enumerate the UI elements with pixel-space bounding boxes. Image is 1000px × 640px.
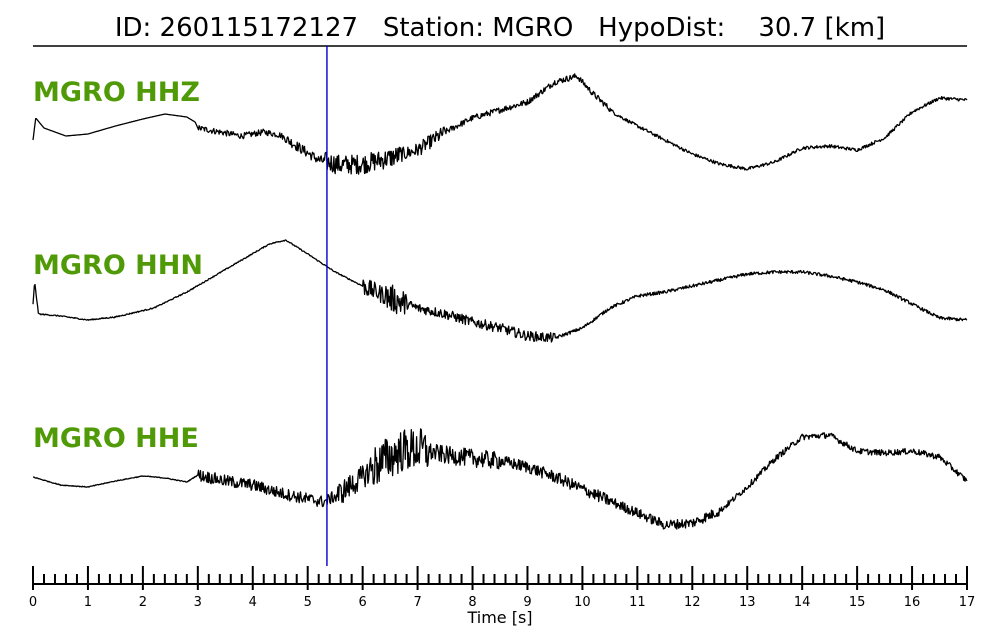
tick-label: 0 [29, 595, 37, 610]
tick-label: 14 [794, 595, 811, 610]
tick-label: 12 [684, 595, 701, 610]
traces-group [32, 73, 968, 530]
tick-label: 16 [904, 595, 921, 610]
trace-label-hhz: MGRO HHZ [33, 77, 200, 108]
tick-label: 6 [359, 595, 367, 610]
tick-label: 5 [304, 595, 312, 610]
tick-label: 13 [739, 595, 756, 610]
trace-label-hhn: MGRO HHN [33, 250, 203, 281]
tick-label: 17 [959, 595, 976, 610]
trace-label-hhe: MGRO HHE [33, 423, 199, 454]
tick-label: 15 [849, 595, 866, 610]
tick-label: 3 [194, 595, 202, 610]
tick-label: 4 [249, 595, 257, 610]
tick-label: 1 [84, 595, 92, 610]
x-axis-label: Time [s] [466, 608, 532, 627]
tick-label: 10 [574, 595, 591, 610]
tick-label: 11 [629, 595, 646, 610]
tick-label: 2 [139, 595, 147, 610]
tick-label: 7 [413, 595, 421, 610]
time-axis: 0 1 2 3 4 5 6 7 8 9 10 11 12 13 14 15 16 17 [29, 566, 975, 610]
trace-hhe [32, 428, 968, 530]
tick-label: 9 [523, 595, 531, 610]
tick-label: 8 [468, 595, 476, 610]
plot-title: ID: 260115172127 Station: MGRO HypoDist:… [115, 13, 885, 43]
trace-hhn [32, 239, 968, 343]
trace-hhz [32, 73, 968, 175]
